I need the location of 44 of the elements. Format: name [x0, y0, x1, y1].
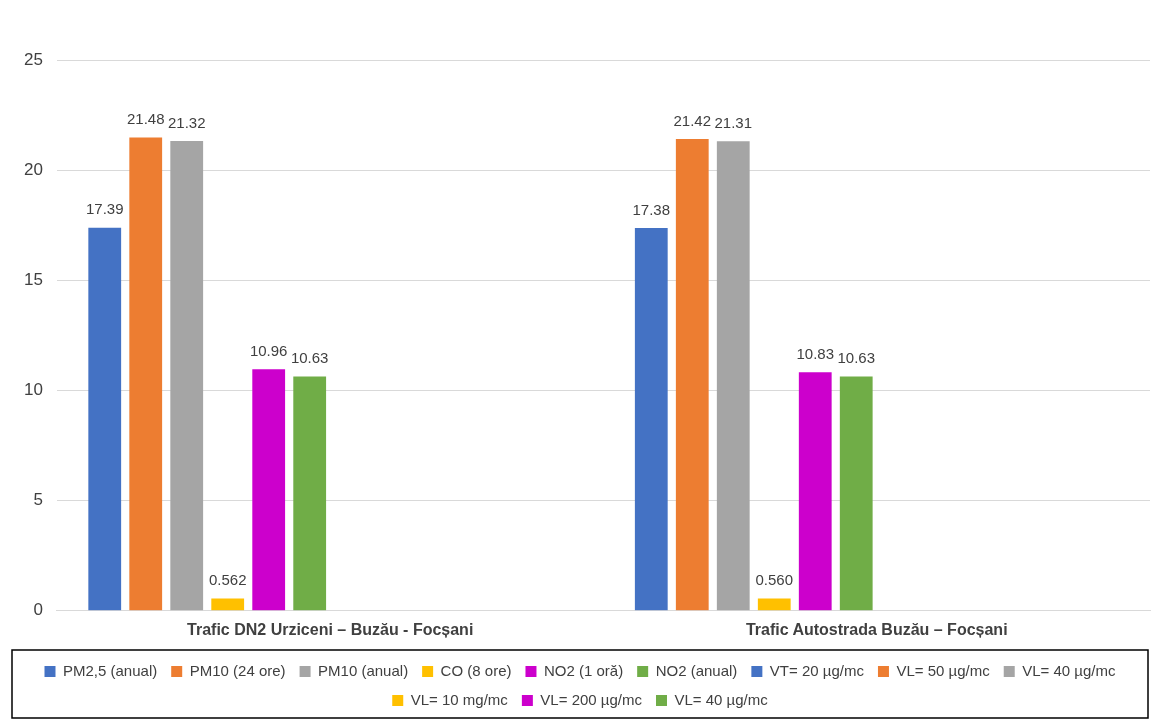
bar — [839, 376, 873, 611]
data-label: 10.63 — [837, 349, 876, 367]
legend-label: VT= 20 µg/mc — [769, 661, 865, 679]
y-tick-label: 10 — [23, 380, 43, 400]
y-tick-label: 15 — [23, 270, 43, 290]
data-label: 21.31 — [714, 113, 753, 131]
legend-label: VL= 50 µg/mc — [896, 661, 991, 679]
data-label: 10.63 — [290, 349, 329, 367]
legend-label: PM2,5 (anual) — [63, 661, 158, 679]
legend-label: VL= 40 µg/mc — [674, 690, 769, 708]
bar — [798, 372, 832, 611]
legend-label: PM10 (anual) — [318, 661, 409, 679]
legend-label: VL= 200 µg/mc — [540, 690, 643, 708]
data-label: 21.32 — [167, 113, 206, 131]
legend-label: NO2 (anual) — [655, 661, 738, 679]
bar — [634, 227, 668, 611]
legend-label: CO (8 ore) — [440, 661, 512, 679]
data-label: 17.39 — [85, 200, 124, 218]
data-label: 21.42 — [673, 111, 712, 129]
data-label: 10.83 — [796, 344, 835, 362]
legend-label: VL= 40 µg/mc — [1022, 661, 1116, 679]
data-label: 10.96 — [249, 341, 288, 359]
y-tick-label: 20 — [23, 159, 43, 179]
y-tick-label: 0 — [33, 600, 43, 620]
bar — [170, 141, 204, 611]
data-label: 0.560 — [755, 571, 794, 589]
bar — [757, 598, 791, 611]
x-tick-label: Trafic Autostrada Buzău – Focșani — [745, 620, 1008, 638]
data-label: 17.38 — [632, 200, 671, 218]
legend-label: PM10 (24 ore) — [189, 661, 286, 679]
bar — [88, 227, 122, 611]
bar — [129, 137, 163, 611]
bar — [252, 369, 286, 611]
y-tick-label: 25 — [23, 49, 43, 69]
data-label: 21.48 — [126, 110, 165, 128]
legend-label: VL= 10 mg/mc — [410, 690, 509, 708]
x-tick-label: Trafic DN2 Urziceni – Buzău - Focșani — [187, 620, 474, 638]
y-tick-label: 5 — [33, 490, 43, 510]
data-label: 0.562 — [208, 571, 247, 589]
bar — [211, 598, 245, 611]
legend-label: NO2 (1 oră) — [543, 661, 624, 679]
bar — [293, 376, 327, 611]
bar — [716, 141, 750, 611]
bar — [675, 138, 709, 611]
